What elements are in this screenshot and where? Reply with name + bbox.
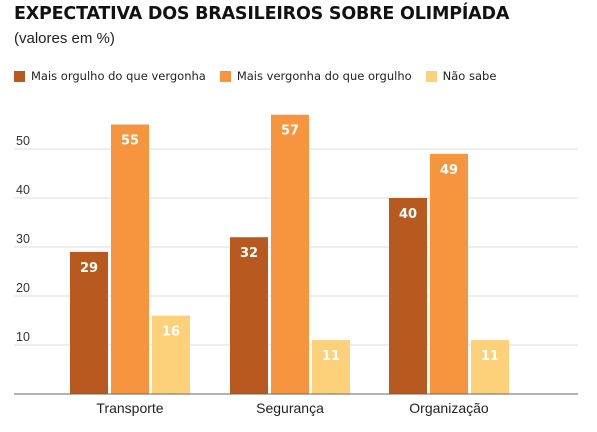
bar-1-0	[230, 237, 268, 394]
data-label-1-1: 57	[281, 124, 299, 139]
y-tick-label-40: 40	[16, 183, 30, 197]
data-label-1-2: 11	[322, 349, 340, 364]
y-tick-label-10: 10	[16, 330, 30, 344]
y-tick-label-20: 20	[16, 281, 30, 295]
bar-1-1	[271, 114, 309, 394]
x-category-label-0: Transporte	[96, 400, 163, 416]
legend-swatch-vergonha	[219, 70, 231, 82]
legend-item-orgulho: Mais orgulho do que vergonha	[14, 69, 206, 83]
data-label-0-0: 29	[80, 261, 98, 276]
bar-2-0	[389, 198, 427, 394]
legend: Mais orgulho do que vergonha Mais vergon…	[14, 69, 510, 83]
bar-0-1	[111, 124, 149, 394]
y-tick-label-30: 30	[16, 232, 30, 246]
chart-subtitle: (valores em %)	[14, 30, 115, 47]
legend-label-orgulho: Mais orgulho do que vergonha	[31, 69, 206, 83]
x-category-label-2: Organização	[409, 400, 489, 416]
chart-title: EXPECTATIVA DOS BRASILEIROS SOBRE OLIMPÍ…	[14, 4, 510, 24]
bar-1-2	[312, 340, 350, 394]
data-label-2-0: 40	[399, 207, 417, 222]
data-label-1-0: 32	[240, 246, 258, 261]
bar-0-0	[70, 251, 108, 394]
legend-swatch-nao-sabe	[425, 70, 437, 82]
bar-2-1	[430, 153, 468, 394]
data-label-2-2: 11	[481, 349, 499, 364]
data-label-0-2: 16	[162, 325, 180, 340]
legend-label-nao-sabe: Não sabe	[442, 69, 497, 83]
y-tick-label-50: 50	[16, 134, 30, 148]
x-category-label-1: Segurança	[256, 400, 324, 416]
legend-item-nao-sabe: Não sabe	[425, 69, 497, 83]
data-label-2-1: 49	[440, 163, 458, 178]
bar-2-2	[471, 340, 509, 394]
legend-label-vergonha: Mais vergonha do que orgulho	[236, 69, 412, 83]
data-label-0-1: 55	[121, 134, 139, 149]
legend-swatch-orgulho	[14, 70, 25, 82]
bar-0-2	[152, 315, 190, 394]
legend-item-vergonha: Mais vergonha do que orgulho	[219, 69, 412, 83]
